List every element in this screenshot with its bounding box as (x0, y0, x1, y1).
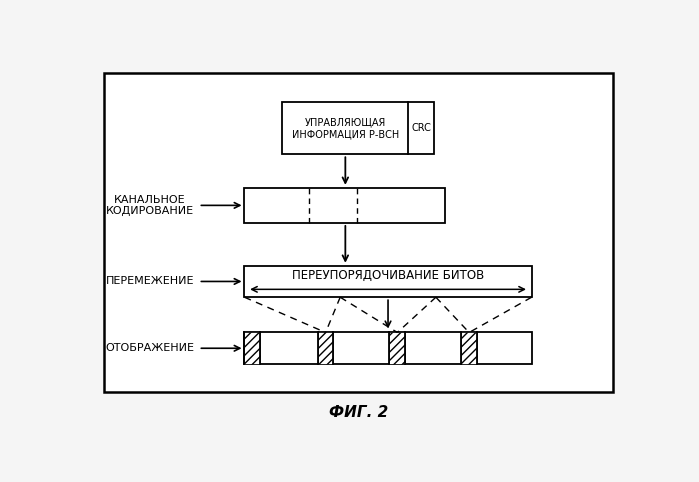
Text: ОТОБРАЖЕНИЕ: ОТОБРАЖЕНИЕ (105, 343, 194, 353)
Text: ФИГ. 2: ФИГ. 2 (329, 405, 388, 420)
Bar (245, 333, 532, 364)
Bar (245, 187, 445, 223)
Bar (282, 102, 434, 154)
Text: ПЕРЕУПОРЯДОЧИВАНИЕ БИТОВ: ПЕРЕУПОРЯДОЧИВАНИЕ БИТОВ (292, 269, 484, 282)
Text: УПРАВЛЯЮЩАЯ
ИНФОРМАЦИЯ Р-ВСН: УПРАВЛЯЮЩАЯ ИНФОРМАЦИЯ Р-ВСН (291, 118, 399, 139)
Bar (317, 333, 333, 364)
Bar (245, 266, 532, 297)
Bar (461, 333, 477, 364)
Bar (389, 333, 405, 364)
Bar (245, 333, 260, 364)
Text: CRC: CRC (411, 123, 431, 134)
Text: КАНАЛЬНОЕ
КОДИРОВАНИЕ: КАНАЛЬНОЕ КОДИРОВАНИЕ (106, 195, 194, 216)
Text: ПЕРЕМЕЖЕНИЕ: ПЕРЕМЕЖЕНИЕ (106, 277, 194, 286)
Bar (103, 73, 613, 392)
